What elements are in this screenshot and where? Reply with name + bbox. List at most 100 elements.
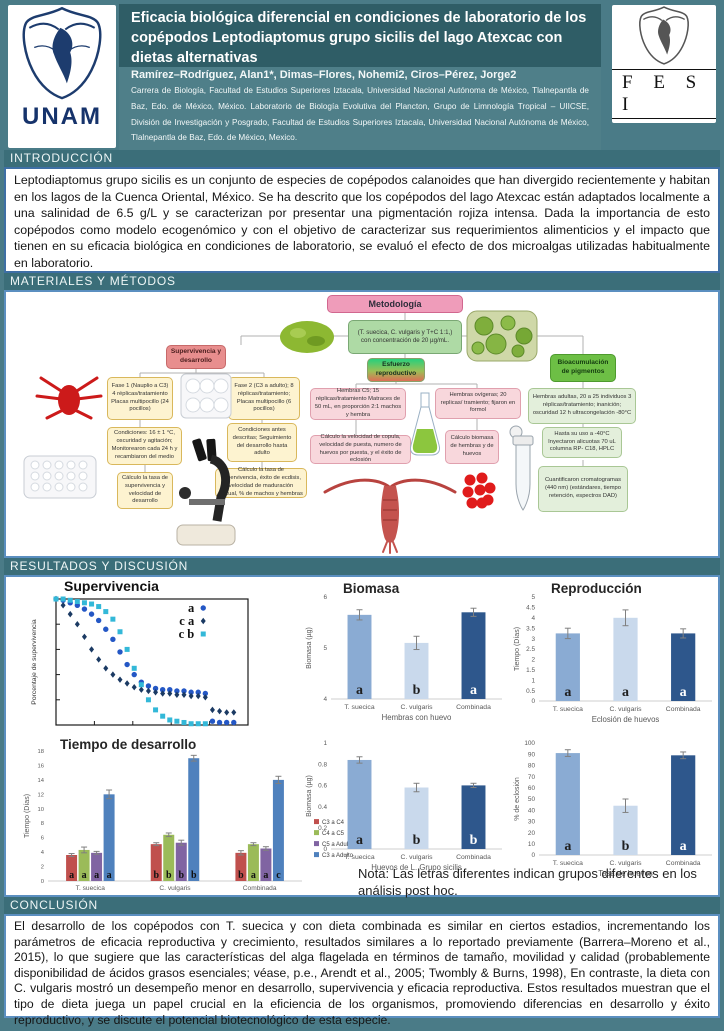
svg-text:30: 30 bbox=[528, 819, 536, 826]
svg-text:a: a bbox=[622, 685, 629, 700]
conclusion-panel: El desarrollo de los copépodos con T. su… bbox=[4, 914, 720, 1027]
svg-text:0: 0 bbox=[531, 852, 535, 859]
svg-text:T. suecica: T. suecica bbox=[553, 706, 583, 713]
svg-text:Combinada: Combinada bbox=[666, 860, 701, 867]
svg-text:Supervivencia: Supervivencia bbox=[64, 578, 159, 594]
svg-text:80: 80 bbox=[528, 763, 536, 770]
method-box-calculo3: Cálculo la velocidad de copula, velocida… bbox=[310, 434, 411, 464]
fesi-wordmark: F E S I bbox=[612, 69, 716, 119]
svg-text:C. vulgaris: C. vulgaris bbox=[609, 860, 642, 867]
svg-text:T. suecica: T. suecica bbox=[553, 860, 583, 867]
svg-text:12: 12 bbox=[38, 792, 44, 798]
svg-text:a: a bbox=[564, 839, 571, 854]
svg-text:b: b bbox=[238, 870, 244, 881]
svg-text:Tiempo (Días): Tiempo (Días) bbox=[514, 627, 521, 671]
svg-text:b: b bbox=[166, 870, 172, 881]
fesi-crest-icon bbox=[639, 6, 689, 65]
svg-text:2: 2 bbox=[41, 865, 44, 871]
svg-text:0: 0 bbox=[323, 846, 327, 853]
svg-text:0: 0 bbox=[531, 698, 535, 705]
svg-text:90: 90 bbox=[528, 751, 536, 758]
microtube-image bbox=[509, 425, 534, 511]
svg-text:b: b bbox=[413, 833, 421, 848]
method-box-hembras-ovigeras: Hembras ovígeras; 20 replicas/ tramiento… bbox=[435, 388, 521, 419]
svg-text:6: 6 bbox=[41, 836, 44, 842]
svg-text:Hembras con huevo: Hembras con huevo bbox=[382, 713, 452, 722]
method-box-condiciones2: Condiciones antes descritas; Seguimiento… bbox=[227, 423, 297, 462]
svg-text:b: b bbox=[178, 870, 184, 881]
intro-panel: Leptodiaptomus grupo sicilis es un conju… bbox=[4, 167, 720, 273]
svg-text:3.5: 3.5 bbox=[526, 625, 535, 632]
method-box-pigmentos2: Hasta su uso a -40°C Inyectaron alicuota… bbox=[542, 427, 622, 458]
svg-text:a: a bbox=[107, 870, 112, 881]
method-box-condiciones1: Condiciones: 16 ± 1 °C, oscuridad y agit… bbox=[107, 427, 182, 465]
svg-text:Combinada: Combinada bbox=[666, 706, 701, 713]
svg-text:c a: c a bbox=[179, 614, 195, 628]
fesi-logo-card: F E S I bbox=[612, 5, 716, 123]
svg-text:70: 70 bbox=[528, 774, 536, 781]
chart-eclosion: 0 10 20 30 40 50 60 70 80 90 100 a T. suecica b C. vul… bbox=[512, 733, 720, 885]
svg-text:5: 5 bbox=[531, 594, 535, 601]
svg-text:4: 4 bbox=[323, 696, 327, 703]
method-box-pigmentos1: Hembras adultas, 20 a 25 individuos 3 ré… bbox=[528, 388, 636, 424]
svg-text:Eclosión de huevos: Eclosión de huevos bbox=[592, 715, 660, 724]
svg-text:1: 1 bbox=[531, 677, 535, 684]
svg-text:a: a bbox=[680, 685, 687, 700]
chart-reproduccion: 0 0.5 1 1.5 2 2.5 3 3.5 4 4.5 5 a T. suecica a C. vulg… bbox=[512, 581, 720, 731]
svg-text:4: 4 bbox=[531, 615, 535, 622]
poster-title: Eficacia biológica diferencial en condic… bbox=[131, 10, 587, 66]
microscope-image bbox=[176, 438, 236, 546]
svg-text:100: 100 bbox=[524, 740, 535, 747]
svg-text:Combinada: Combinada bbox=[243, 885, 277, 892]
svg-text:Combinada: Combinada bbox=[456, 704, 491, 711]
method-box-hembras-c5: Hembras C5; 15 réplicas/tratamiento Matr… bbox=[310, 388, 406, 420]
method-box-dietas: (T. suecica, C. vulgaris y T+C 1:1,) con… bbox=[348, 320, 462, 354]
intro-text: Leptodiaptomus grupo sicilis es un conju… bbox=[14, 173, 710, 270]
svg-text:0.8: 0.8 bbox=[318, 761, 327, 768]
svg-text:a: a bbox=[263, 870, 268, 881]
svg-text:1.5: 1.5 bbox=[526, 667, 535, 674]
svg-text:8: 8 bbox=[41, 821, 44, 827]
svg-text:a: a bbox=[564, 685, 571, 700]
svg-text:1: 1 bbox=[323, 740, 327, 747]
svg-text:Biomasa: Biomasa bbox=[343, 581, 400, 596]
unam-crest-icon bbox=[22, 6, 102, 100]
intro-section-header: INTRODUCCIÓN bbox=[4, 150, 720, 167]
svg-text:0.6: 0.6 bbox=[318, 783, 327, 790]
conclusion-text: El desarrollo de los copépodos con T. su… bbox=[14, 919, 710, 1027]
svg-text:2.5: 2.5 bbox=[526, 646, 535, 653]
svg-text:C4 a C5: C4 a C5 bbox=[322, 831, 345, 837]
unam-logo-card: UNAM bbox=[8, 5, 116, 148]
svg-text:a: a bbox=[188, 601, 195, 615]
svg-text:Tiempo (Días): Tiempo (Días) bbox=[24, 794, 31, 838]
method-box-fase1: Fase 1 (Nauplio a C3) 4 réplicas/tratami… bbox=[107, 377, 173, 420]
poster-body: INTRODUCCIÓN Leptodiaptomus grupo sicili… bbox=[4, 150, 720, 1027]
svg-text:4.5: 4.5 bbox=[526, 605, 535, 612]
method-box-calculo4: Cálculo biomasa de hembras y de huevos bbox=[445, 430, 499, 464]
method-branch-supervivencia: Supervivencia y desarrollo bbox=[166, 345, 226, 369]
svg-text:4: 4 bbox=[41, 850, 45, 856]
egg-cluster-image bbox=[462, 472, 496, 509]
svg-text:a: a bbox=[470, 683, 477, 698]
svg-text:b: b bbox=[413, 683, 421, 698]
svg-text:0: 0 bbox=[41, 879, 44, 885]
svg-text:a: a bbox=[69, 870, 74, 881]
svg-text:a: a bbox=[251, 870, 256, 881]
algae-cells-image bbox=[466, 310, 538, 362]
svg-text:5: 5 bbox=[323, 645, 327, 652]
svg-text:b: b bbox=[622, 839, 630, 854]
svg-text:2: 2 bbox=[531, 657, 535, 664]
svg-text:T. suecica: T. suecica bbox=[76, 885, 106, 892]
svg-text:a: a bbox=[94, 870, 99, 881]
algae-colony-image bbox=[280, 321, 334, 353]
conclusion-section-header: CONCLUSIÓN bbox=[4, 897, 720, 914]
chart-biomasa-hembras: 4 5 6 a T. suecica b C. vulgaris a Combinada Hemb… bbox=[304, 581, 510, 729]
svg-text:60: 60 bbox=[528, 785, 536, 792]
copepod-nauplius-image bbox=[35, 376, 103, 420]
svg-text:% de eclosión: % de eclosión bbox=[514, 777, 521, 821]
svg-text:a: a bbox=[356, 683, 363, 698]
svg-text:14: 14 bbox=[38, 778, 45, 784]
flask-image bbox=[410, 392, 440, 456]
